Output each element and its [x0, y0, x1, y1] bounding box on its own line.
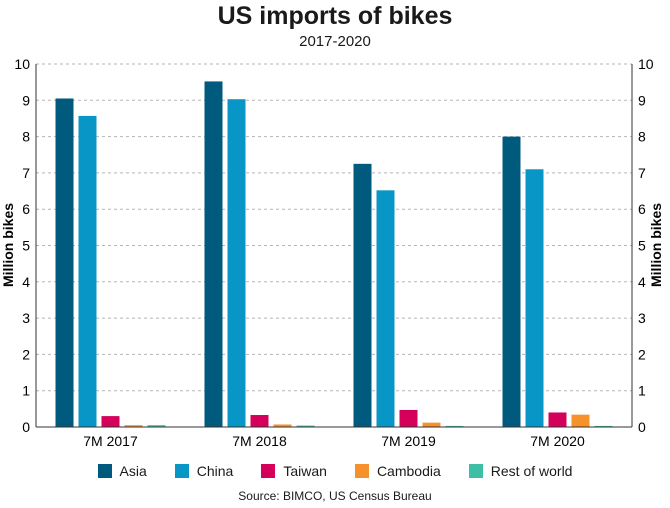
y-axis-label-left: Million bikes	[0, 203, 16, 287]
bar-asia	[55, 98, 74, 428]
bar-rest-of-world	[445, 425, 464, 427]
bar-cambodia	[273, 424, 292, 427]
y-tick-label: 5	[638, 238, 646, 254]
y-tick-label: 3	[22, 310, 30, 326]
x-tick-label: 7M 2020	[530, 433, 585, 449]
y-tick-label: 4	[638, 274, 646, 290]
y-ticks-left: 0 1 2 3 4 5 6 7 8 9 10	[14, 56, 30, 435]
y-tick-label: 9	[22, 92, 30, 108]
legend-item: Asia	[97, 463, 147, 479]
axes	[35, 64, 633, 428]
bar-taiwan	[101, 416, 120, 427]
y-tick-label: 6	[22, 201, 30, 217]
legend-item: Rest of world	[468, 463, 573, 479]
bar-chart: 0 1 2 3 4 5 6 7 8 9 10 0 1 2 3 4 5 6 7 8 9 10 7M 2017 7M 2018…	[0, 56, 664, 449]
legend-swatch	[97, 464, 112, 478]
legend-label: Taiwan	[283, 463, 327, 479]
bar-taiwan	[548, 412, 567, 427]
y-tick-label: 6	[638, 201, 646, 217]
source-note: Source: BIMCO, US Census Bureau	[238, 489, 432, 503]
legend-label: Asia	[119, 463, 147, 479]
x-ticks: 7M 2017 7M 2018 7M 2019 7M 2020	[83, 433, 585, 449]
legend-item: Cambodia	[354, 463, 441, 479]
bar-cambodia	[124, 425, 143, 427]
legend-label: China	[196, 463, 234, 479]
y-tick-label: 0	[22, 419, 30, 435]
chart-title: US imports of bikes	[217, 2, 453, 30]
bar-taiwan	[399, 409, 418, 427]
legend-swatch	[174, 464, 189, 478]
bar-china	[227, 99, 246, 427]
y-axis-label-right: Million bikes	[648, 203, 664, 287]
bar-asia	[502, 136, 521, 427]
bar-asia	[204, 81, 223, 427]
y-ticks-right: 0 1 2 3 4 5 6 7 8 9 10	[638, 56, 654, 435]
y-tick-label: 10	[638, 56, 654, 72]
y-tick-label: 0	[638, 419, 646, 435]
y-tick-label: 1	[22, 383, 30, 399]
y-tick-label: 2	[22, 346, 30, 362]
y-tick-label: 2	[638, 346, 646, 362]
y-tick-label: 5	[22, 238, 30, 254]
x-tick-label: 7M 2019	[381, 433, 436, 449]
bar-asia	[353, 163, 372, 427]
bar-rest-of-world	[296, 425, 315, 427]
bar-taiwan	[250, 415, 269, 427]
y-tick-label: 1	[638, 383, 646, 399]
x-tick-label: 7M 2017	[83, 433, 138, 449]
chart-subtitle: 2017-2020	[299, 33, 371, 50]
legend-swatch	[261, 464, 276, 478]
bar-cambodia	[571, 414, 590, 427]
bar-china	[376, 190, 395, 427]
bars	[55, 81, 613, 428]
legend-swatch	[354, 464, 369, 478]
legend-label: Cambodia	[376, 463, 441, 479]
y-tick-label: 8	[638, 129, 646, 145]
bar-rest-of-world	[594, 425, 613, 427]
y-tick-label: 7	[22, 165, 30, 181]
bar-rest-of-world	[147, 425, 166, 427]
legend-label: Rest of world	[490, 463, 573, 479]
legend-item: Taiwan	[261, 463, 327, 479]
y-tick-label: 9	[638, 92, 646, 108]
y-tick-label: 10	[14, 56, 30, 72]
bar-china	[525, 169, 544, 427]
legend-swatch	[468, 464, 483, 478]
y-tick-label: 3	[638, 310, 646, 326]
x-tick-label: 7M 2018	[232, 433, 287, 449]
y-tick-label: 4	[22, 274, 30, 290]
legend-item: China	[174, 463, 234, 479]
legend: Asia China Taiwan Cambodia Rest of world	[0, 463, 670, 479]
y-tick-label: 8	[22, 129, 30, 145]
y-tick-label: 7	[638, 165, 646, 181]
bar-china	[78, 115, 97, 427]
bar-cambodia	[422, 422, 441, 427]
